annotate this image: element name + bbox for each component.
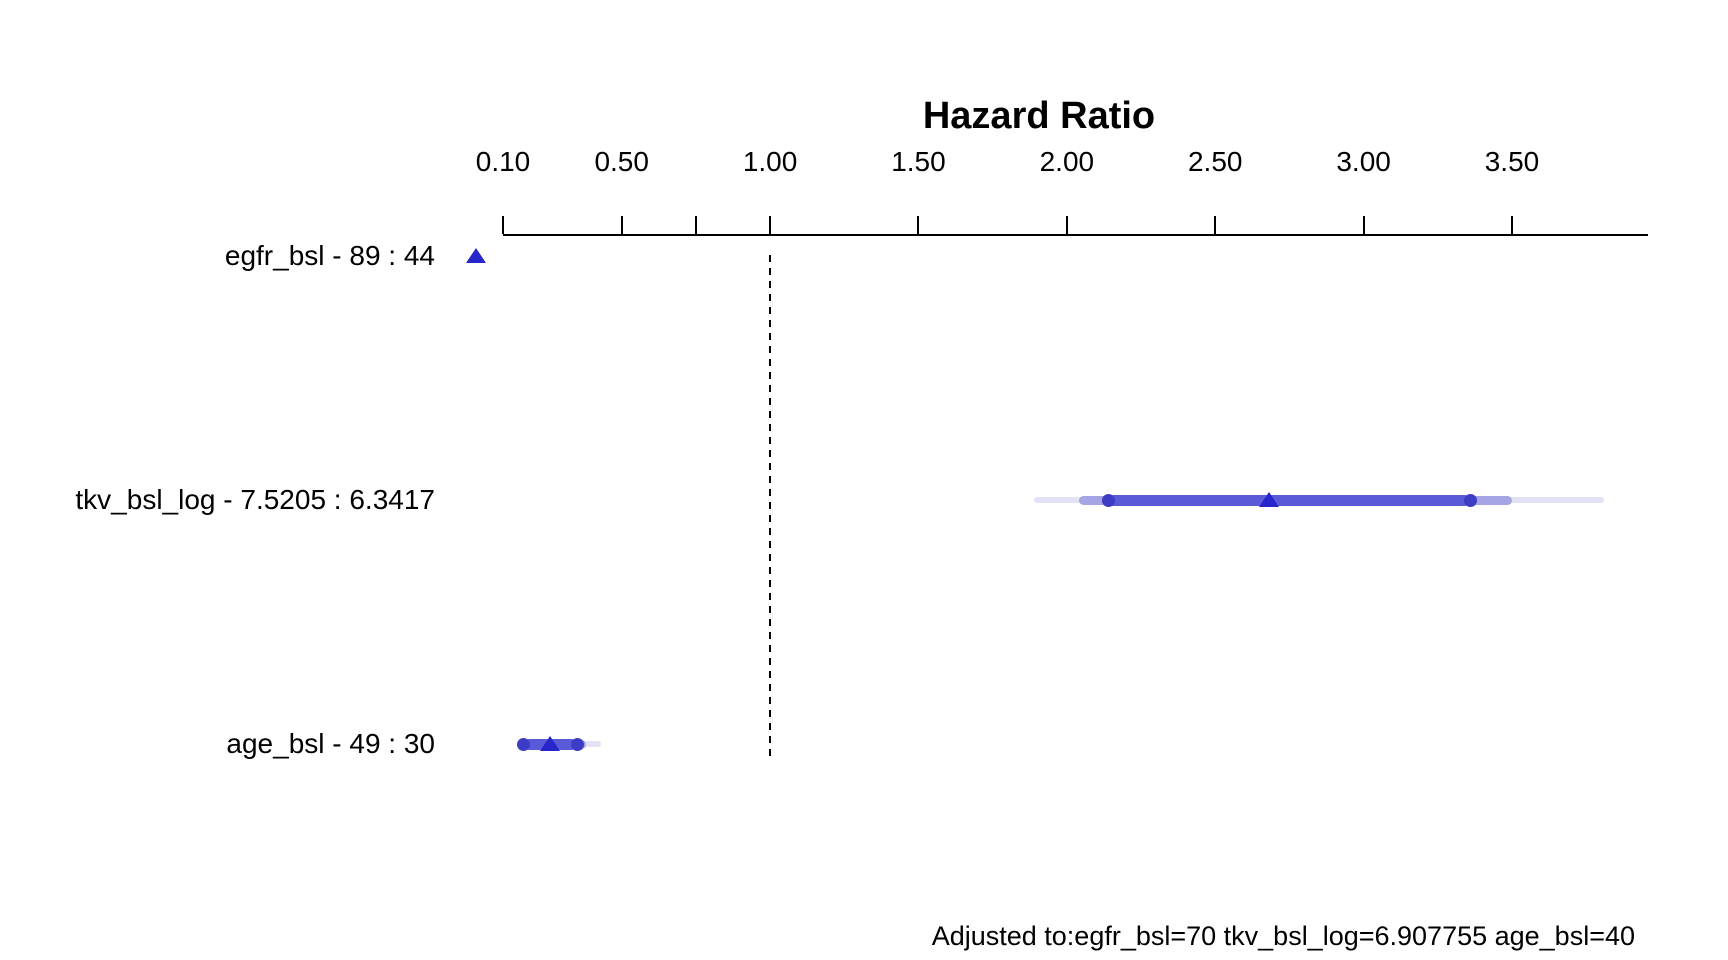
axis-tick-label: 0.50: [594, 146, 649, 177]
ci-end-dot: [570, 737, 584, 751]
axis-tick: [1510, 216, 1513, 234]
axis-tick: [1065, 216, 1068, 234]
point-marker-triangle: [540, 736, 561, 751]
ci-end-dot: [1101, 493, 1115, 507]
axis-tick-label: 3.50: [1484, 146, 1540, 177]
axis-tick-label: 1.00: [742, 146, 798, 177]
chart-title: Hazard Ratio: [922, 95, 1156, 137]
axis-tick-label: 1.50: [891, 146, 946, 177]
axis-tick-label: 0.10: [475, 146, 531, 177]
axis-tick-label: 3.00: [1336, 146, 1391, 177]
axis-tick: [1362, 216, 1365, 234]
reference-line-dashed: [769, 255, 772, 757]
axis-tick-label: 2.00: [1039, 146, 1095, 177]
row-label: age_bsl - 49 : 30: [226, 728, 435, 759]
axis-tick: [502, 216, 504, 234]
axis-tick: [769, 216, 772, 234]
adjusted-to-footnote: Adjusted to:egfr_bsl=70 tkv_bsl_log=6.90…: [931, 921, 1635, 951]
point-marker-triangle: [1258, 492, 1279, 507]
axis-tick: [620, 216, 623, 234]
axis-tick: [917, 216, 920, 234]
axis-minor-tick: [694, 216, 697, 234]
point-marker-triangle: [466, 248, 487, 263]
ci-end-dot: [517, 737, 531, 751]
axis-tick: [1214, 216, 1217, 234]
row-label: tkv_bsl_log - 7.5205 : 6.3417: [75, 484, 435, 515]
x-axis-line: [503, 234, 1648, 236]
row-label: egfr_bsl - 89 : 44: [224, 240, 435, 271]
axis-tick-label: 2.50: [1187, 146, 1243, 177]
ci-band-inner: [1108, 494, 1471, 506]
ci-end-dot: [1463, 493, 1477, 507]
